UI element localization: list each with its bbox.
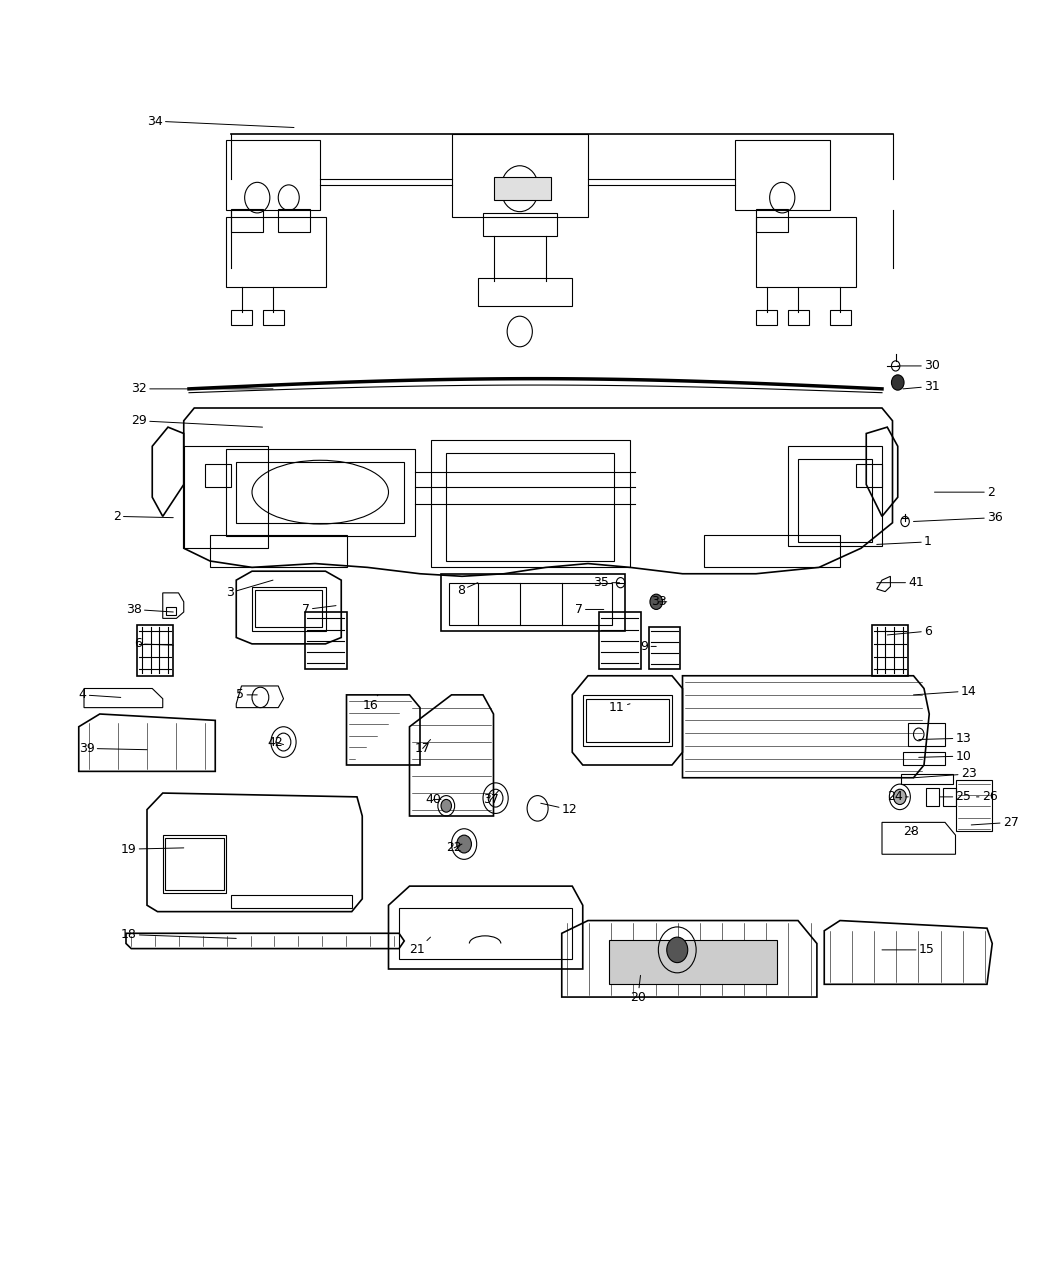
Circle shape [667, 937, 688, 963]
Text: 31: 31 [903, 380, 940, 393]
Bar [399, 908, 572, 959]
Bar [166, 607, 176, 615]
Bar [236, 462, 404, 523]
Circle shape [650, 594, 663, 609]
Text: 14: 14 [914, 685, 976, 697]
Bar [205, 464, 231, 487]
Bar [441, 574, 625, 631]
Text: 22: 22 [446, 842, 462, 854]
Text: 35: 35 [593, 576, 620, 589]
Text: 38: 38 [126, 603, 173, 616]
Text: 36: 36 [914, 511, 1003, 524]
Bar [901, 774, 953, 784]
Text: 2: 2 [934, 486, 995, 499]
Bar [956, 780, 992, 831]
Text: 7: 7 [301, 603, 336, 616]
Bar [163, 835, 226, 892]
Text: 2: 2 [113, 510, 173, 523]
Text: 24: 24 [887, 790, 908, 803]
Bar [830, 310, 850, 325]
Text: 15: 15 [882, 944, 934, 956]
Bar [478, 278, 572, 306]
Text: 40: 40 [425, 793, 441, 806]
Bar [210, 536, 346, 567]
Text: 25: 25 [940, 790, 971, 803]
Bar [252, 586, 326, 631]
Bar [756, 217, 856, 287]
Bar [908, 723, 945, 746]
Bar [449, 583, 612, 625]
Text: 18: 18 [121, 928, 236, 941]
Text: 4: 4 [79, 688, 121, 701]
Text: 32: 32 [131, 382, 273, 395]
Bar [226, 217, 326, 287]
Bar [583, 695, 672, 746]
Text: 26: 26 [976, 790, 997, 803]
Text: 6: 6 [887, 625, 932, 638]
Text: 17: 17 [415, 740, 430, 755]
Bar [452, 134, 588, 217]
Text: 7: 7 [574, 603, 604, 616]
Text: 5: 5 [236, 688, 257, 701]
Bar [756, 209, 788, 232]
Bar [483, 213, 556, 236]
Text: 30: 30 [898, 360, 940, 372]
Bar [586, 699, 669, 742]
Bar [609, 940, 777, 984]
Circle shape [894, 789, 906, 805]
Bar [788, 310, 808, 325]
Bar [856, 464, 882, 487]
Bar [231, 895, 352, 908]
Bar [231, 310, 252, 325]
Text: 23: 23 [914, 768, 976, 780]
Text: 19: 19 [121, 843, 184, 856]
Text: 33: 33 [651, 595, 667, 608]
Bar [165, 838, 224, 890]
Bar [430, 440, 630, 567]
Text: 21: 21 [410, 937, 430, 956]
Bar [704, 536, 840, 567]
Bar [788, 446, 882, 546]
Text: 41: 41 [877, 576, 924, 589]
Text: 28: 28 [903, 825, 919, 838]
Bar [231, 209, 262, 232]
Bar [926, 788, 939, 806]
Text: 42: 42 [268, 736, 284, 748]
Text: 39: 39 [79, 742, 147, 755]
Bar [226, 449, 415, 536]
Text: 8: 8 [457, 583, 478, 597]
Circle shape [891, 375, 904, 390]
Text: 27: 27 [971, 816, 1018, 829]
Bar [903, 752, 945, 765]
Text: 13: 13 [919, 732, 971, 745]
Bar [735, 140, 830, 210]
Text: 34: 34 [147, 115, 294, 128]
Bar [494, 177, 551, 200]
Text: 16: 16 [362, 695, 378, 711]
Text: 1: 1 [877, 536, 932, 548]
Circle shape [441, 799, 452, 812]
Circle shape [457, 835, 471, 853]
Text: 20: 20 [630, 975, 646, 1003]
Bar [943, 788, 956, 806]
Bar [226, 140, 320, 210]
Text: 10: 10 [919, 750, 971, 762]
Bar [184, 446, 268, 548]
Text: 3: 3 [226, 580, 273, 599]
Text: 9: 9 [640, 640, 656, 653]
Text: 6: 6 [134, 638, 173, 650]
Text: 37: 37 [483, 790, 499, 806]
Text: 12: 12 [541, 803, 578, 816]
Bar [756, 310, 777, 325]
Bar [262, 310, 284, 325]
Bar [798, 459, 872, 542]
Text: 29: 29 [131, 414, 262, 427]
Bar [446, 453, 614, 561]
Text: 11: 11 [609, 701, 630, 714]
Bar [278, 209, 310, 232]
Bar [255, 590, 322, 627]
